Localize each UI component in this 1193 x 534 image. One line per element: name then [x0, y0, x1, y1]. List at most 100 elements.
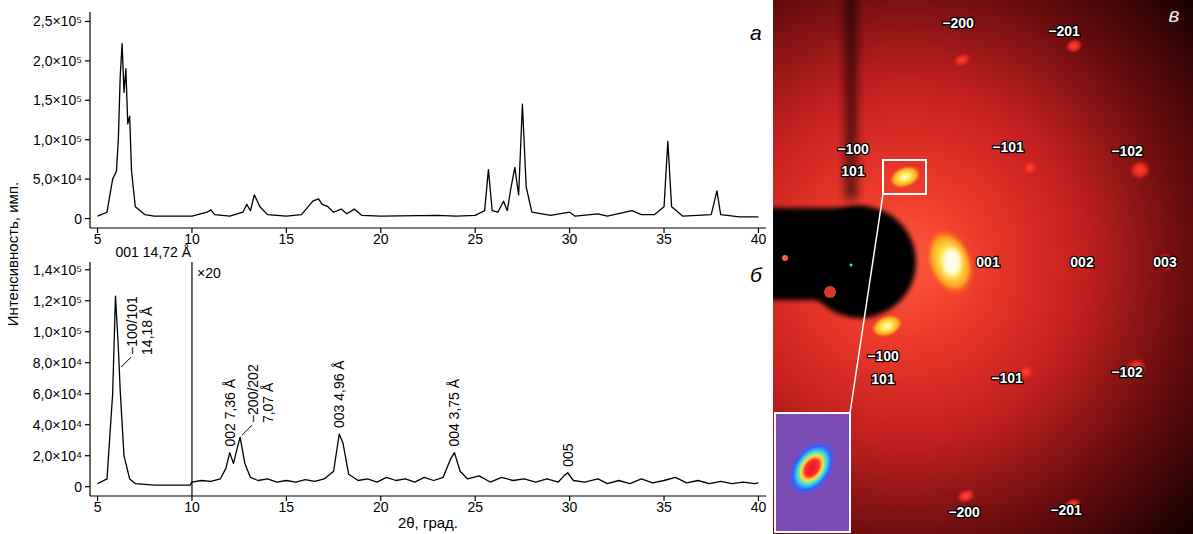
- panel-letter: в: [1169, 3, 1180, 26]
- spot-label: −102: [1111, 364, 1143, 380]
- xrd-line: [98, 296, 759, 485]
- spot-label: 101: [871, 371, 895, 387]
- x-tick-label: 25: [467, 499, 483, 515]
- zoom-inset: [775, 413, 850, 532]
- x-tick-label: 35: [656, 231, 672, 247]
- y-tick: [85, 100, 90, 101]
- y-tick-label: 1,0×10⁵: [33, 324, 82, 340]
- scatter-glow: [773, 0, 1193, 534]
- y-tick-label: 8,0×10⁴: [33, 355, 82, 371]
- x-tick-label: 30: [562, 499, 578, 515]
- spot-label: −101: [992, 139, 1024, 155]
- y-tick-label: 2,0×10⁴: [33, 448, 82, 464]
- peak-label: 002 7,36 Å: [222, 378, 238, 446]
- y-tick: [85, 300, 90, 301]
- peak-label: 14,18 Å: [139, 306, 155, 355]
- x-tick-label: 40: [751, 231, 767, 247]
- x-tick-label: 25: [467, 231, 483, 247]
- diffraction-spot: [867, 310, 906, 342]
- peak-label: −100/101: [124, 296, 140, 355]
- panel-0: 51015202530354005,0×10⁴1,0×10⁵1,5×10⁵2,0…: [33, 12, 767, 247]
- beam-stop: [804, 206, 916, 318]
- diffraction-spot: [885, 161, 924, 193]
- reflex: [782, 255, 788, 261]
- diffraction-image: −200 −201 −100 101 −101 −102 001 002 003 −100 101 −…: [773, 0, 1193, 534]
- y-tick: [85, 455, 90, 456]
- spot-label: −101: [991, 370, 1023, 386]
- diffraction-spot: [954, 486, 978, 506]
- y-tick-label: 0: [74, 479, 82, 495]
- zoom-spot: [778, 432, 845, 504]
- y-tick-label: 1,2×10⁵: [33, 293, 82, 309]
- x-tick-label: 40: [751, 499, 767, 515]
- diffraction-spot: [1018, 156, 1043, 180]
- y-tick-label: 0: [74, 211, 82, 227]
- peak-label: 003 4,96 Å: [331, 360, 347, 428]
- x-tick-label: 30: [562, 231, 578, 247]
- y-tick: [85, 486, 90, 487]
- y-axis: [89, 262, 90, 496]
- spot-label: −200: [942, 15, 974, 31]
- spot-label: −100: [867, 348, 899, 364]
- spot-label: 002: [1070, 254, 1094, 270]
- image-ground: [773, 0, 1193, 534]
- scale-label: ×20: [197, 265, 221, 281]
- spot-label: 003: [1153, 254, 1177, 270]
- leader: [121, 357, 131, 367]
- peak-label: −200/202: [245, 364, 261, 423]
- spot-label: 001: [976, 254, 1000, 270]
- x-axis-title: 2θ, град.: [398, 514, 458, 531]
- peak-label: 005: [560, 443, 576, 467]
- y-tick: [85, 362, 90, 363]
- x-tick-label: 20: [373, 499, 389, 515]
- y-tick-label: 1,0×10⁵: [33, 132, 82, 148]
- peak-label: 001 14,72 Å: [115, 244, 191, 260]
- zoom-box: [883, 160, 926, 194]
- spot-label: 101: [841, 163, 865, 179]
- peak-label: 7,07 Å: [260, 382, 276, 423]
- diffraction-spot: [943, 248, 961, 276]
- diffraction-spot: [915, 220, 985, 304]
- y-tick-label: 4,0×10⁴: [33, 417, 82, 433]
- y-tick: [85, 60, 90, 61]
- x-tick-label: 15: [279, 499, 295, 515]
- x-tick-label: 5: [94, 499, 102, 515]
- x-tick-label: 5: [94, 231, 102, 247]
- x-tick-label: 15: [279, 231, 295, 247]
- diffraction-spot: [950, 50, 974, 70]
- y-tick-label: 1,4×10⁵: [33, 262, 82, 278]
- y-tick: [85, 269, 90, 270]
- xrd-line: [98, 44, 759, 217]
- y-tick: [85, 393, 90, 394]
- y-tick-label: 5,0×10⁴: [33, 171, 82, 187]
- diffraction-spot: [1063, 36, 1085, 55]
- panel-letter: а: [750, 21, 762, 44]
- panel-letter: б: [750, 263, 763, 286]
- plot-area: [98, 296, 759, 485]
- y-tick: [85, 218, 90, 219]
- spot-label: −200: [948, 504, 980, 520]
- y-axis: [89, 12, 90, 228]
- x-tick-label: 10: [184, 499, 200, 515]
- y-axis-title: Интенсивность, имп.: [4, 182, 21, 326]
- x-tick-label: 35: [656, 499, 672, 515]
- spot-label: −102: [1111, 143, 1143, 159]
- y-tick: [85, 179, 90, 180]
- peak-label: 004 3,75 Å: [446, 378, 462, 446]
- y-tick-label: 6,0×10⁴: [33, 386, 82, 402]
- plot-area: [98, 44, 759, 217]
- y-tick-label: 1,5×10⁵: [33, 92, 82, 108]
- y-tick: [85, 331, 90, 332]
- y-tick-label: 2,5×10⁵: [33, 13, 82, 29]
- diffraction-spot: [1126, 157, 1154, 183]
- panel-1: 5 10 15 20 25 30 35 40 0 2,0×10⁴ 4,0×10⁴ 6,0×10⁴ 8,0…: [33, 244, 767, 531]
- x-tick-label: 20: [373, 231, 389, 247]
- y-tick: [85, 21, 90, 22]
- beam-center: [850, 264, 853, 267]
- reflex: [824, 286, 836, 298]
- spot-label: −201: [1050, 502, 1082, 518]
- scale-break: [191, 262, 192, 496]
- spot-label: −100: [837, 141, 869, 157]
- figure: 51015202530354005,0×10⁴1,0×10⁵1,5×10⁵2,0…: [0, 0, 1193, 534]
- leader: [242, 425, 252, 435]
